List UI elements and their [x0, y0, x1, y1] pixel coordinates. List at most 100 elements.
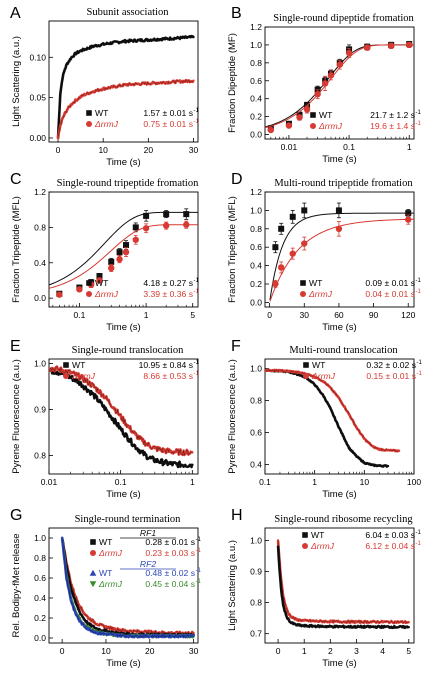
- data-point: [329, 620, 332, 623]
- y-tick-label: 1.0: [250, 364, 262, 374]
- data-point: [65, 576, 68, 580]
- data-point: [191, 451, 194, 454]
- data-point: [104, 625, 108, 629]
- data-point: [142, 225, 150, 232]
- data-point: [192, 631, 195, 635]
- legend-value: 0.23 ± 0.03 s: [145, 548, 195, 558]
- x-tick-label: 2: [328, 646, 333, 656]
- data-point: [82, 611, 86, 615]
- series--rrmj: [269, 214, 414, 302]
- plot-frame: [48, 191, 199, 308]
- series--rrmj: [49, 220, 198, 298]
- data-point: [329, 625, 332, 628]
- data-point: [337, 424, 340, 428]
- data-point: [147, 444, 151, 447]
- y-axis-label: Pyrene Fluorescence (a.u.): [227, 359, 238, 474]
- data-point: [313, 383, 316, 386]
- legend-marker: [303, 362, 309, 368]
- data-point: [378, 464, 381, 467]
- y-axis-label: Fraction Tripeptide (MFL): [227, 196, 238, 303]
- data-point: [147, 456, 151, 460]
- data-point: [104, 632, 108, 636]
- legend-superscript: -1: [417, 371, 423, 377]
- y-tick-label: 0.0: [250, 297, 262, 307]
- legend-superscript: -1: [194, 108, 200, 114]
- data-point: [284, 606, 288, 609]
- data-point: [49, 367, 51, 370]
- y-tick-label: 0.9: [250, 567, 262, 577]
- legend-label: WT: [309, 278, 323, 288]
- y-tick-label: 0.8: [34, 451, 46, 461]
- legend-superscript: -1: [416, 110, 422, 116]
- data-point: [316, 625, 319, 628]
- data-point: [348, 447, 351, 450]
- series--rrmj: [265, 41, 414, 134]
- data-point: [169, 462, 172, 466]
- data-point: [92, 89, 96, 93]
- data-point: [378, 448, 381, 451]
- y-axis-label: Light Scattering (a.u.): [11, 36, 22, 127]
- data-point: [101, 43, 105, 46]
- data-point: [355, 625, 358, 629]
- data-point: [183, 221, 190, 228]
- data-point: [70, 102, 73, 106]
- panel-letter: H: [231, 507, 243, 524]
- data-point: [55, 367, 59, 371]
- fit-line: [277, 546, 409, 629]
- plot-area: [269, 202, 414, 302]
- plot-area: [49, 208, 198, 298]
- data-point: [162, 222, 170, 229]
- data-point: [132, 236, 139, 243]
- data-point: [296, 114, 303, 121]
- y-axis-label: Pyrene Fluorescence (a.u.): [11, 359, 22, 474]
- data-point: [112, 406, 115, 409]
- data-point: [69, 598, 73, 602]
- legend-superscript: -1: [194, 360, 200, 366]
- fit-curve: [49, 211, 198, 286]
- legend-superscript: -1: [196, 548, 202, 554]
- data-point: [111, 85, 114, 89]
- x-tick-label: 1: [407, 142, 412, 152]
- data-point: [74, 98, 78, 102]
- fit-line: [277, 540, 409, 624]
- data-point: [104, 629, 108, 633]
- legend-superscript: -1: [416, 121, 422, 127]
- x-tick-label: 0.1: [73, 310, 85, 320]
- legend-label: WT: [72, 360, 86, 370]
- data-point: [277, 264, 285, 271]
- data-point: [303, 106, 311, 113]
- data-point: [74, 600, 77, 604]
- x-tick-label: 1: [312, 477, 317, 487]
- data-point: [405, 210, 412, 217]
- x-tick-label: 30: [189, 646, 199, 656]
- legend-value: 6.04 ± 0.03 s: [365, 530, 415, 540]
- panel-c: C Single-round tripeptide fromation 0.1 1 5 0…: [10, 171, 199, 333]
- panel-title: Single-round translocation: [72, 345, 184, 356]
- y-tick-label: 0.4: [250, 261, 262, 271]
- data-trace: [276, 540, 410, 625]
- data-point: [301, 207, 308, 214]
- data-point: [381, 625, 384, 629]
- legend-value: 0.04 ± 0.01 s: [365, 289, 415, 299]
- legend-value: 4.18 ± 0.27 s: [143, 278, 193, 288]
- legend-value: 0.09 ± 0.01 s: [365, 278, 415, 288]
- data-point: [175, 463, 178, 466]
- data-point: [169, 450, 172, 453]
- data-point: [289, 621, 293, 624]
- data-point: [363, 44, 371, 51]
- x-tick-label: 120: [401, 310, 415, 320]
- data-point: [134, 445, 137, 448]
- data-point: [265, 368, 267, 372]
- data-point: [355, 455, 358, 458]
- plot-area: [60, 536, 195, 639]
- data-point: [303, 619, 306, 622]
- legend-superscript: -1: [196, 579, 202, 585]
- legend: WT 6.04 ± 0.03 s -1 ΔrrmJ 6.12 ± 0.04 s -1: [302, 530, 421, 551]
- y-tick-label: 0.0: [34, 633, 46, 643]
- panel-g: G Single-round termination 0 10 20 30 0.0 0.2 0.…: [10, 507, 201, 669]
- data-point: [148, 630, 151, 634]
- legend: WT 0.32 ± 0.02 s -1 ΔrrmJ 0.15 ± 0.01 s -1: [303, 360, 422, 381]
- data-point: [141, 439, 144, 443]
- y-tick-label: 1.0: [250, 205, 262, 215]
- x-axis-label: Time (s): [322, 322, 356, 333]
